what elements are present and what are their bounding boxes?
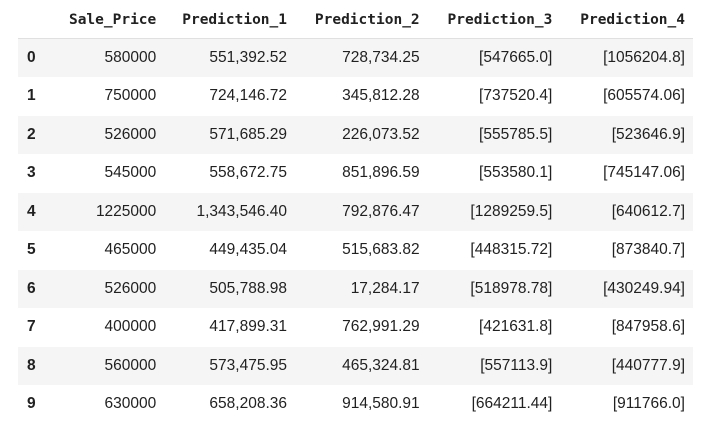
row-index: 0 bbox=[27, 49, 36, 66]
cell-prediction-3: [448315.72] bbox=[470, 241, 553, 259]
cell-prediction-3: [1289259.5] bbox=[470, 202, 553, 220]
table-row: 7 400000 417,899.31 762,991.29 [421631.8… bbox=[18, 308, 693, 347]
row-index: 9 bbox=[27, 395, 36, 413]
table-row: 2 526000 571,685.29 226,073.52 [555785.5… bbox=[18, 115, 693, 154]
row-index: 6 bbox=[27, 279, 36, 297]
cell-prediction-1: 573,475.95 bbox=[209, 356, 287, 374]
row-index: 1 bbox=[27, 87, 36, 105]
table-row: 1 750000 724,146.72 345,812.28 [737520.4… bbox=[18, 77, 693, 116]
cell-sale-price: 526000 bbox=[104, 279, 157, 297]
table-row: 3 545000 558,672.75 851,896.59 [553580.1… bbox=[18, 154, 693, 193]
column-header-sale-price: Sale_Price bbox=[54, 2, 165, 39]
cell-prediction-1: 449,435.04 bbox=[209, 241, 287, 259]
dataframe-output: Sale_Price Prediction_1 Prediction_2 Pre… bbox=[18, 2, 693, 424]
cell-prediction-3: [553580.1] bbox=[479, 164, 553, 182]
cell-prediction-2: 226,073.52 bbox=[342, 125, 420, 143]
column-header-prediction-1: Prediction_1 bbox=[164, 2, 295, 39]
cell-sale-price: 400000 bbox=[104, 318, 157, 336]
column-header-prediction-4: Prediction_4 bbox=[560, 2, 693, 39]
table-row: 9 630000 658,208.36 914,580.91 [664211.4… bbox=[18, 385, 693, 424]
cell-sale-price: 526000 bbox=[104, 125, 157, 143]
cell-prediction-2: 17,284.17 bbox=[350, 279, 420, 297]
cell-prediction-2: 515,683.82 bbox=[342, 241, 420, 259]
cell-sale-price: 545000 bbox=[104, 164, 157, 182]
cell-prediction-4: [440777.9] bbox=[611, 356, 685, 374]
cell-prediction-3: [547665.0] bbox=[479, 49, 553, 66]
table-row: 4 1225000 1,343,546.40 792,876.47 [12892… bbox=[18, 192, 693, 231]
cell-prediction-4: [745147.06] bbox=[603, 164, 685, 182]
cell-prediction-1: 658,208.36 bbox=[209, 395, 287, 413]
cell-prediction-1: 505,788.98 bbox=[209, 279, 287, 297]
cell-prediction-2: 914,580.91 bbox=[342, 395, 420, 413]
cell-prediction-2: 762,991.29 bbox=[342, 318, 420, 336]
cell-prediction-1: 571,685.29 bbox=[209, 125, 287, 143]
cell-prediction-3: [664211.44] bbox=[471, 395, 553, 413]
cell-prediction-1: 551,392.52 bbox=[209, 49, 287, 66]
cell-prediction-4: [1056204.8] bbox=[603, 49, 685, 66]
cell-sale-price: 465000 bbox=[104, 241, 157, 259]
column-header-prediction-3: Prediction_3 bbox=[427, 2, 561, 39]
table-row: 5 465000 449,435.04 515,683.82 [448315.7… bbox=[18, 231, 693, 270]
cell-prediction-4: [911766.0] bbox=[612, 395, 685, 413]
cell-prediction-3: [421631.8] bbox=[479, 318, 553, 336]
cell-prediction-1: 724,146.72 bbox=[209, 87, 287, 105]
cell-prediction-2: 728,734.25 bbox=[342, 49, 420, 66]
cell-prediction-4: [640612.7] bbox=[611, 202, 685, 220]
cell-prediction-4: [430249.94] bbox=[603, 279, 685, 297]
cell-sale-price: 750000 bbox=[104, 87, 157, 105]
cell-prediction-1: 417,899.31 bbox=[209, 318, 287, 336]
table-row: 6 526000 505,788.98 17,284.17 [518978.78… bbox=[18, 269, 693, 308]
cell-sale-price: 630000 bbox=[104, 395, 157, 413]
column-header-prediction-2: Prediction_2 bbox=[295, 2, 428, 39]
row-index: 8 bbox=[27, 356, 36, 374]
cell-prediction-1: 558,672.75 bbox=[209, 164, 287, 182]
row-index: 7 bbox=[27, 318, 36, 336]
cell-sale-price: 580000 bbox=[104, 49, 157, 66]
header-row: Sale_Price Prediction_1 Prediction_2 Pre… bbox=[18, 2, 693, 39]
row-index: 5 bbox=[27, 241, 36, 259]
cell-prediction-4: [605574.06] bbox=[603, 87, 685, 105]
cell-prediction-1: 1,343,546.40 bbox=[196, 202, 287, 220]
cell-prediction-2: 345,812.28 bbox=[342, 87, 420, 105]
table-row: 0 580000 551,392.52 728,734.25 [547665.0… bbox=[18, 38, 693, 77]
row-index: 3 bbox=[27, 164, 36, 182]
cell-sale-price: 560000 bbox=[104, 356, 157, 374]
table-row: 8 560000 573,475.95 465,324.81 [557113.9… bbox=[18, 346, 693, 385]
cell-prediction-2: 792,876.47 bbox=[342, 202, 420, 220]
cell-prediction-3: [737520.4] bbox=[479, 87, 553, 105]
dataframe-table: Sale_Price Prediction_1 Prediction_2 Pre… bbox=[18, 2, 693, 424]
cell-prediction-4: [847958.6] bbox=[611, 318, 685, 336]
cell-prediction-3: [557113.9] bbox=[480, 356, 553, 374]
cell-prediction-3: [518978.78] bbox=[470, 279, 553, 297]
cell-prediction-3: [555785.5] bbox=[479, 125, 553, 143]
cell-prediction-4: [873840.7] bbox=[611, 241, 685, 259]
row-index: 4 bbox=[27, 202, 36, 220]
cell-prediction-4: [523646.9] bbox=[611, 125, 685, 143]
cell-prediction-2: 465,324.81 bbox=[342, 356, 420, 374]
cell-sale-price: 1225000 bbox=[95, 202, 157, 220]
column-header-index bbox=[18, 2, 55, 39]
row-index: 2 bbox=[27, 125, 36, 143]
cell-prediction-2: 851,896.59 bbox=[342, 164, 420, 182]
